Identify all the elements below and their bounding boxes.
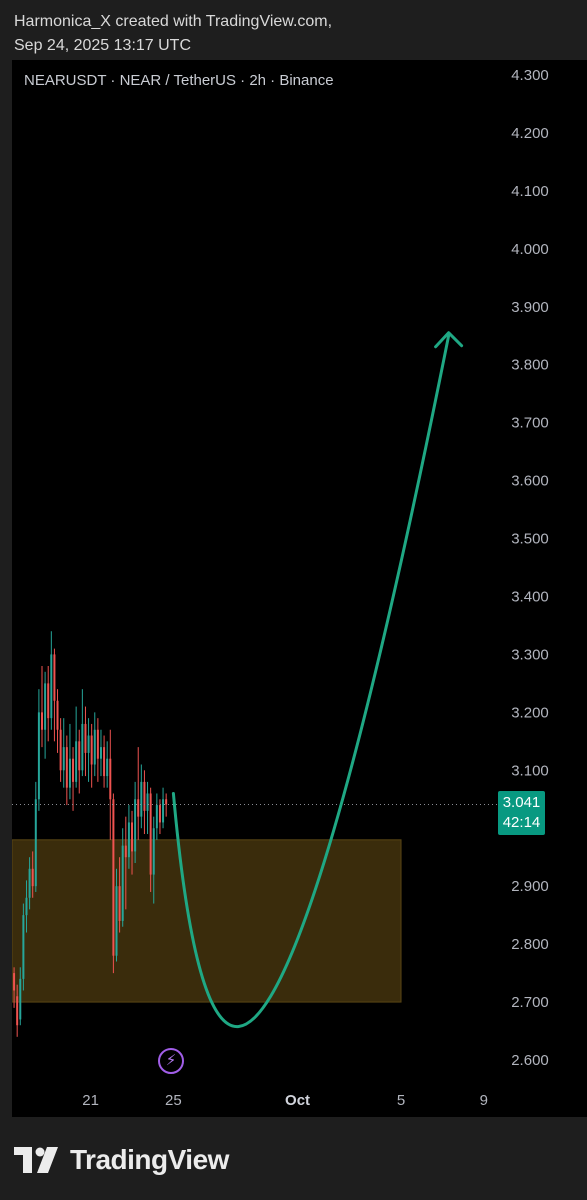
y-axis-label: 2.600 xyxy=(511,1052,549,1069)
candle-body xyxy=(155,805,158,829)
x-axis-label: Oct xyxy=(285,1092,310,1109)
bar-countdown: 42:14 xyxy=(502,814,541,831)
candle-body xyxy=(90,735,93,765)
candle-body xyxy=(152,828,155,875)
tradingview-logo-icon xyxy=(14,1147,58,1173)
y-axis-label: 3.200 xyxy=(511,704,549,721)
candle-body xyxy=(13,973,16,991)
y-axis-label: 3.900 xyxy=(511,299,549,316)
y-axis-label: 4.100 xyxy=(511,183,549,200)
candle-body xyxy=(158,805,161,823)
y-axis-label: 3.400 xyxy=(511,588,549,605)
candle-body xyxy=(84,723,87,753)
y-axis-label: 3.600 xyxy=(511,473,549,490)
candle-body xyxy=(34,799,37,887)
demand-zone xyxy=(12,839,402,1003)
tradingview-brand: TradingView xyxy=(70,1144,229,1175)
candle-body xyxy=(56,700,59,730)
candle-body xyxy=(146,793,149,811)
candle-body xyxy=(41,712,44,730)
candle-body xyxy=(143,781,146,811)
last-price-value: 3.041 xyxy=(502,794,541,811)
candle-body xyxy=(103,747,106,777)
candle-body xyxy=(31,868,34,887)
candle-body xyxy=(109,758,112,800)
tradingview-footer: TradingView xyxy=(14,1142,229,1178)
candle-body xyxy=(127,822,130,858)
x-axis-label: 25 xyxy=(165,1092,182,1109)
y-axis-label: 4.200 xyxy=(511,125,549,142)
candle-body xyxy=(149,793,152,875)
last-price-tag: 3.041 42:14 xyxy=(498,791,545,835)
y-axis-label: 2.900 xyxy=(511,878,549,895)
y-axis-label: 3.800 xyxy=(511,357,549,374)
candle-body xyxy=(59,729,62,771)
chart-header: Harmonica_X created with TradingView.com… xyxy=(14,10,332,58)
date-line: Sep 24, 2025 13:17 UTC xyxy=(14,37,192,54)
candle-body xyxy=(124,845,127,858)
candle-body xyxy=(121,845,124,921)
candle-body xyxy=(19,978,22,1020)
y-axis-label: 3.500 xyxy=(511,531,549,548)
candle-body xyxy=(87,735,90,753)
candle-body xyxy=(78,741,81,771)
y-axis-label: 2.800 xyxy=(511,936,549,953)
symbol-title[interactable]: NEARUSDT · NEAR / TetherUS · 2h · Binanc… xyxy=(24,72,334,89)
candle-body xyxy=(65,747,68,788)
candle-body xyxy=(81,723,84,771)
candle-body xyxy=(112,799,115,956)
y-axis-label: 3.700 xyxy=(511,415,549,432)
candle-body xyxy=(162,799,165,823)
candle-body xyxy=(37,712,40,800)
candle-body xyxy=(131,822,134,852)
candle-body xyxy=(140,781,143,817)
candle-body xyxy=(96,729,99,759)
candle-body xyxy=(134,799,137,852)
projection-arrowhead xyxy=(434,331,464,349)
candle-body xyxy=(68,758,71,788)
candle-body xyxy=(53,654,56,701)
candle-body xyxy=(106,758,109,777)
author-line: Harmonica_X created with TradingView.com… xyxy=(14,13,333,30)
x-axis-label: 21 xyxy=(82,1092,99,1109)
price-chart[interactable]: 4.300 4.200 4.100 4.000 3.900 3.800 3.700 3.600… xyxy=(12,60,587,1117)
candle-body xyxy=(115,886,118,956)
lightning-icon[interactable]: ⚡ xyxy=(158,1048,184,1074)
candle-body xyxy=(22,915,25,979)
candle-body xyxy=(165,799,168,805)
candle-body xyxy=(28,868,31,898)
candle-body xyxy=(50,654,53,719)
candle-body xyxy=(93,729,96,765)
x-axis-label: 5 xyxy=(397,1092,405,1109)
chart-area[interactable]: 4.300 4.200 4.100 4.000 3.900 3.800 3.700 3.600… xyxy=(12,60,587,1117)
x-axis-label: 9 xyxy=(480,1092,488,1109)
candle-body xyxy=(47,683,50,719)
candle-body xyxy=(118,886,121,921)
y-axis-label: 3.100 xyxy=(511,762,549,779)
candle-body xyxy=(137,799,140,817)
y-axis-label: 4.000 xyxy=(511,241,549,258)
y-axis-label: 4.300 xyxy=(511,67,549,84)
y-axis-label: 3.300 xyxy=(511,646,549,663)
projection-curve xyxy=(171,334,451,1028)
candle-body xyxy=(75,741,78,782)
candle-body xyxy=(72,758,75,782)
candle-body xyxy=(25,897,28,916)
candle-body xyxy=(16,996,19,1026)
candle-body xyxy=(44,683,47,730)
y-axis-label: 2.700 xyxy=(511,994,549,1011)
candle-body xyxy=(99,747,102,759)
candle-body xyxy=(62,747,65,771)
